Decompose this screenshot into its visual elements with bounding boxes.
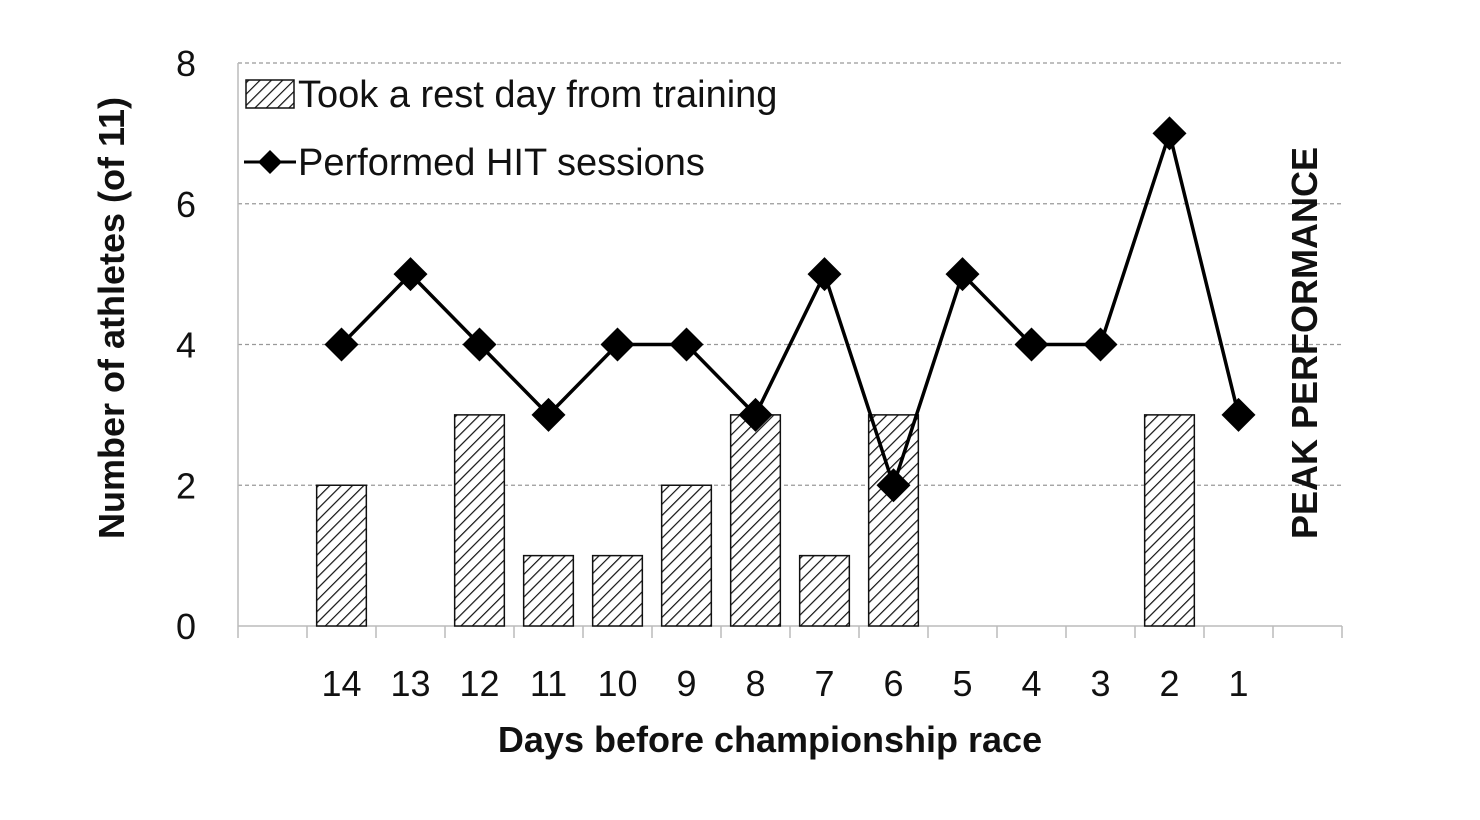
hit-point-day-10 [600, 327, 635, 362]
bar-day-2 [1143, 414, 1196, 627]
bar-day-9 [660, 484, 713, 627]
legend-swatch-marker-hit [258, 150, 282, 174]
hit-point-day-6 [876, 468, 911, 503]
x-tick-label: 7 [814, 663, 834, 704]
bar-day-12 [453, 414, 506, 627]
hit-point-day-1 [1221, 397, 1256, 432]
y-tick-label: 4 [176, 325, 196, 366]
legend: Took a rest day from training Performed … [244, 74, 777, 184]
bar-day-11 [522, 554, 575, 627]
x-tick-label: 12 [459, 663, 499, 704]
hit-point-day-4 [1014, 327, 1049, 362]
line-series [324, 116, 1256, 503]
hit-point-day-12 [462, 327, 497, 362]
bar-day-10 [591, 554, 644, 627]
x-tick-label: 11 [530, 663, 567, 704]
y-tick-label: 2 [176, 465, 196, 506]
y-axis-title: Number of athletes (of 11) [91, 97, 132, 539]
x-tick-label: 10 [597, 663, 637, 704]
x-tick-label: 2 [1159, 663, 1179, 704]
x-tick-label: 1 [1228, 663, 1248, 704]
x-tick-label: 4 [1021, 663, 1041, 704]
bar-day-7 [798, 554, 851, 627]
y-tick-label: 8 [176, 43, 196, 84]
x-tick-label: 5 [952, 663, 972, 704]
y-tick-label: 0 [176, 606, 196, 647]
x-tick-label: 9 [676, 663, 696, 704]
x-tick-label: 6 [883, 663, 903, 704]
bar-day-14 [315, 484, 368, 627]
x-tick-label: 13 [390, 663, 430, 704]
y-tick-label: 6 [176, 184, 196, 225]
hit-point-day-9 [669, 327, 704, 362]
bar-day-8 [729, 414, 782, 627]
legend-label-rest-day: Took a rest day from training [298, 74, 777, 116]
bar-day-6 [867, 414, 920, 627]
hit-point-day-7 [807, 257, 842, 292]
x-tick-label: 14 [321, 663, 361, 704]
x-axis-title: Days before championship race [498, 719, 1042, 760]
tick-labels: 0 2 4 6 8 14 13 12 11 10 9 8 7 6 5 4 3 2 1 [176, 43, 1249, 704]
hit-point-day-13 [393, 257, 428, 292]
bar-series [315, 414, 1196, 627]
hit-point-day-2 [1152, 116, 1187, 151]
hit-point-day-5 [945, 257, 980, 292]
hit-point-day-8 [738, 397, 773, 432]
legend-swatch-rest-day [245, 79, 295, 109]
hit-point-day-11 [531, 397, 566, 432]
hit-point-day-3 [1083, 327, 1118, 362]
x-tick-label: 8 [745, 663, 765, 704]
peak-performance-annotation: PEAK PERFORMANCE [1284, 147, 1325, 539]
hit-point-day-14 [324, 327, 359, 362]
x-tick-label: 3 [1090, 663, 1110, 704]
legend-label-hit: Performed HIT sessions [298, 142, 705, 184]
